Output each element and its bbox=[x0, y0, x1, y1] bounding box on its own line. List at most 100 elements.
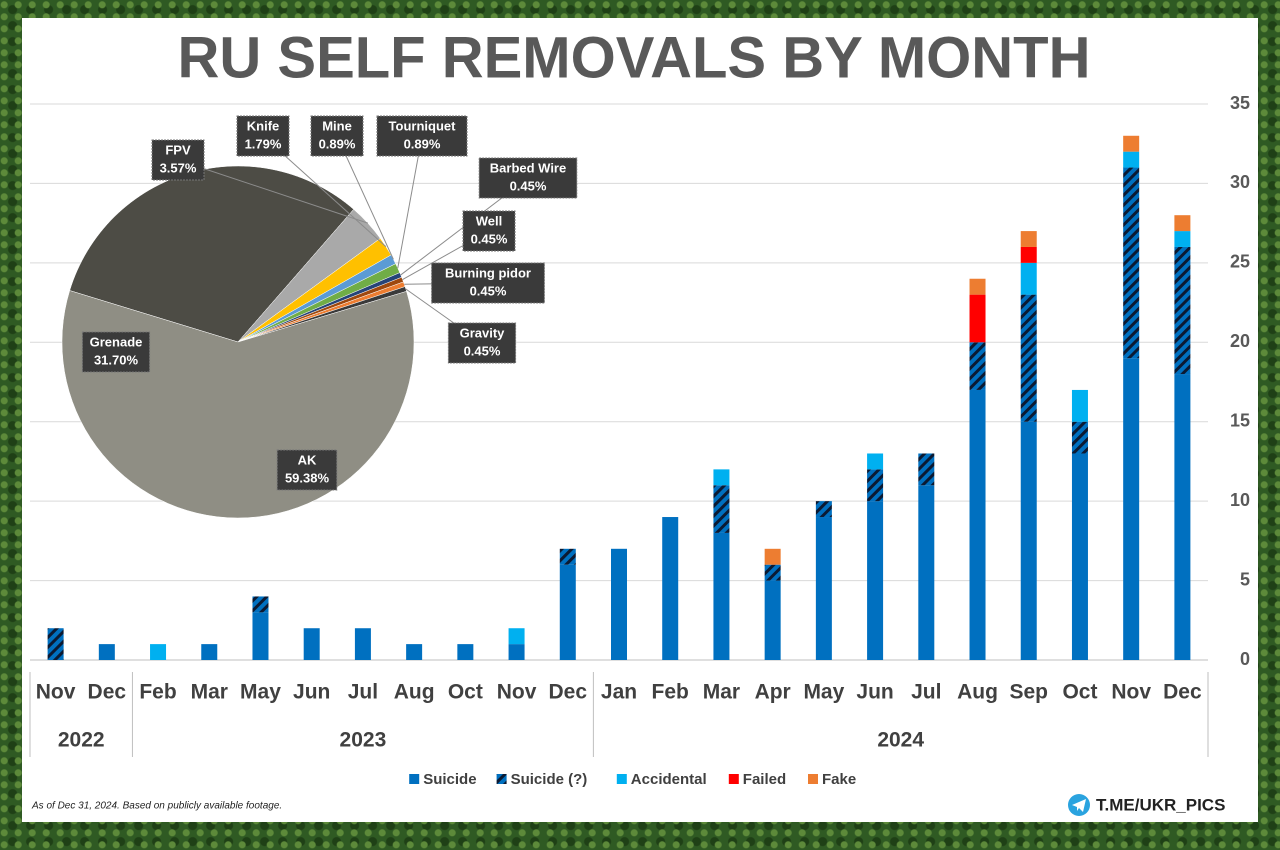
slice-name: Gravity bbox=[460, 325, 506, 340]
bar-segment bbox=[1123, 167, 1140, 359]
legend-swatch bbox=[808, 774, 818, 784]
x-tick-label: Jun bbox=[293, 681, 330, 704]
legend-label: Suicide bbox=[423, 771, 476, 788]
bar-segment bbox=[662, 517, 679, 660]
year-label: 2024 bbox=[877, 729, 924, 752]
x-tick-label: Oct bbox=[448, 681, 483, 704]
bar-segment bbox=[508, 644, 525, 660]
label-box bbox=[478, 157, 578, 199]
y-tick-label: 25 bbox=[1230, 252, 1250, 272]
x-tick-label: Aug bbox=[957, 681, 998, 704]
bar-segment bbox=[764, 580, 781, 660]
bar-segment bbox=[354, 628, 371, 660]
slice-value: 0.89% bbox=[319, 136, 356, 151]
bar-segment bbox=[1174, 374, 1191, 660]
legend-swatch bbox=[409, 774, 420, 784]
y-tick-label: 20 bbox=[1230, 331, 1250, 351]
x-tick-label: Feb bbox=[652, 681, 689, 704]
label-box bbox=[151, 139, 205, 181]
bar-segment bbox=[1020, 231, 1037, 247]
slice-name: Well bbox=[476, 213, 503, 228]
bar-segment bbox=[764, 564, 781, 581]
y-tick-label: 0 bbox=[1240, 649, 1250, 669]
telegram-plane bbox=[1072, 799, 1086, 812]
slice-value: 0.45% bbox=[471, 231, 508, 246]
bar-segment bbox=[1174, 246, 1191, 375]
slice-name: Barbed Wire bbox=[490, 160, 566, 175]
label-box bbox=[276, 449, 338, 491]
bar-segment bbox=[1020, 421, 1037, 660]
bar-segment bbox=[764, 548, 781, 565]
y-tick-label: 15 bbox=[1230, 410, 1250, 430]
slice-name: Burning pidor bbox=[445, 265, 531, 280]
x-tick-label: Oct bbox=[1062, 681, 1097, 704]
legend-swatch bbox=[496, 774, 507, 784]
bar-segment bbox=[559, 548, 576, 565]
year-label: 2023 bbox=[340, 729, 387, 752]
bar-segment bbox=[1123, 358, 1140, 660]
bar-segment bbox=[918, 485, 935, 660]
legend-swatch bbox=[728, 774, 739, 784]
leader-line bbox=[177, 159, 368, 224]
bar-segment bbox=[867, 501, 884, 660]
bar-segment bbox=[713, 469, 730, 486]
legend-label: Fake bbox=[822, 771, 856, 788]
legend-label: Failed bbox=[743, 771, 786, 788]
bar-segment bbox=[98, 644, 115, 660]
bar-segment bbox=[611, 548, 627, 660]
bar-segment bbox=[1020, 294, 1037, 422]
source: T.ME/UKR_PICS bbox=[1096, 795, 1225, 814]
label-box bbox=[447, 322, 517, 364]
x-tick-label: Jul bbox=[911, 681, 941, 704]
bar-segment bbox=[1174, 231, 1191, 247]
bar-segment bbox=[867, 453, 884, 470]
bar-segment bbox=[1123, 151, 1140, 168]
legend-label: Accidental bbox=[631, 771, 707, 788]
legend-swatch bbox=[616, 774, 627, 784]
bar-segment bbox=[1071, 421, 1088, 454]
bar-segment bbox=[1174, 215, 1191, 232]
bar-segment bbox=[815, 501, 832, 518]
bar-segment bbox=[1071, 389, 1088, 422]
leader-line bbox=[336, 135, 394, 260]
label-box bbox=[236, 115, 290, 157]
bar-segment bbox=[918, 453, 935, 486]
bar-segment bbox=[406, 644, 423, 660]
x-tick-label: Jan bbox=[601, 681, 637, 704]
legend-label: Suicide (?) bbox=[511, 771, 588, 788]
bar-segment bbox=[47, 628, 64, 660]
slice-name: Tourniquet bbox=[389, 118, 457, 133]
x-tick-label: Jun bbox=[856, 681, 893, 704]
slice-name: Grenade bbox=[90, 334, 143, 349]
leader-line bbox=[397, 135, 423, 269]
bar-segment bbox=[1020, 246, 1037, 263]
x-tick-label: May bbox=[803, 681, 844, 704]
bar-segment bbox=[969, 294, 986, 343]
bar-segment bbox=[867, 469, 884, 502]
slice-value: 0.45% bbox=[510, 178, 547, 193]
x-tick-label: Aug bbox=[394, 681, 435, 704]
x-tick-label: Mar bbox=[703, 681, 740, 704]
slice-name: Mine bbox=[322, 118, 352, 133]
x-tick-label: Apr bbox=[755, 681, 791, 704]
bar-segment bbox=[252, 612, 269, 660]
bar-segment bbox=[969, 278, 986, 295]
x-tick-label: May bbox=[240, 681, 281, 704]
x-tick-label: Feb bbox=[139, 681, 176, 704]
year-label: 2022 bbox=[58, 729, 105, 752]
bar-segment bbox=[815, 517, 832, 660]
slice-name: Knife bbox=[247, 118, 280, 133]
y-tick-label: 30 bbox=[1230, 172, 1250, 192]
x-tick-label: Sep bbox=[1009, 681, 1048, 704]
bar-segment bbox=[1123, 135, 1140, 152]
slice-value: 0.89% bbox=[404, 136, 441, 151]
x-tick-label: Dec bbox=[1163, 681, 1202, 704]
bar-segment bbox=[201, 644, 218, 660]
bar-segment bbox=[969, 342, 986, 390]
slice-value: 3.57% bbox=[160, 160, 197, 175]
bar-segment bbox=[303, 628, 320, 660]
label-box bbox=[431, 262, 545, 304]
slice-value: 31.70% bbox=[94, 352, 139, 367]
